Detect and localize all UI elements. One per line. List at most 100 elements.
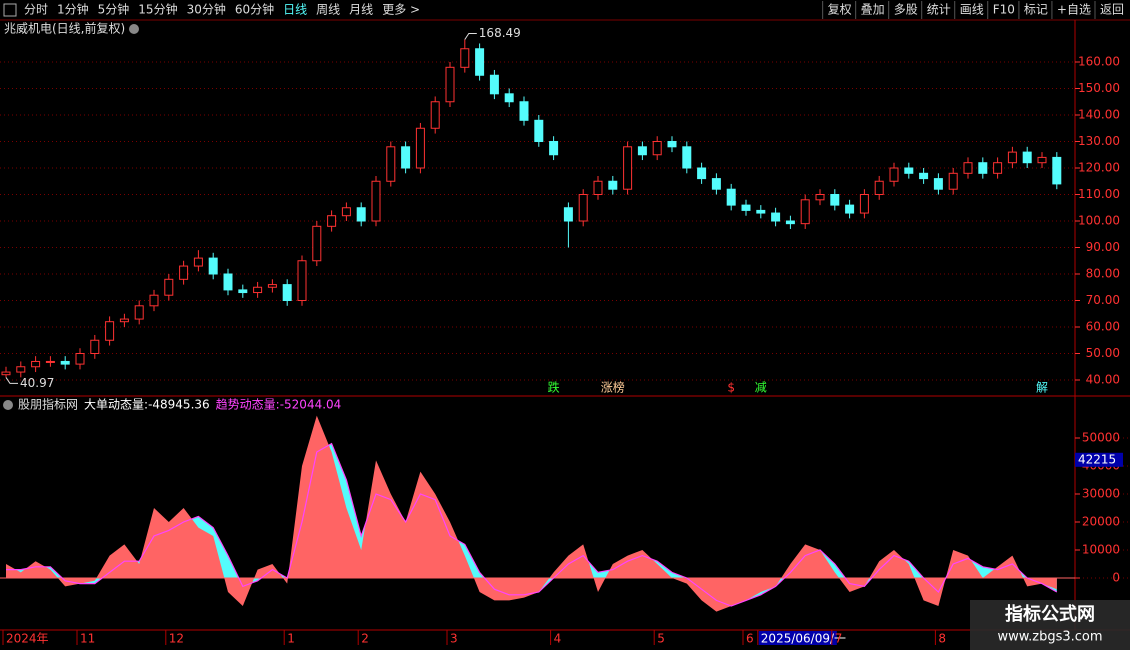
toolbar-button[interactable]: 标记 — [1024, 3, 1048, 17]
period-tab[interactable]: 5分钟 — [98, 2, 130, 17]
toolbar-button[interactable]: 统计 — [927, 3, 951, 17]
x-tick-label: 4 — [554, 632, 562, 646]
toolbar-button[interactable]: F10 — [993, 3, 1015, 17]
candle-body — [31, 360, 41, 368]
annotation-label: 168.49 — [479, 26, 521, 40]
annotation-label: 40.97 — [20, 376, 54, 390]
toolbar-button[interactable]: 叠加 — [861, 3, 885, 17]
x-tick-label: 2 — [361, 632, 369, 646]
y-tick-label: 120.00 — [1078, 161, 1120, 175]
toolbar-button[interactable]: +自选 — [1057, 3, 1091, 17]
candle-body — [253, 286, 263, 294]
period-tab[interactable]: 更多 > — [382, 3, 420, 17]
y-tick-label: 20000 — [1082, 515, 1120, 529]
candle-body — [223, 273, 233, 291]
watermark-title: 指标公式网 — [1005, 603, 1095, 625]
candle-body — [179, 265, 189, 280]
candle-body — [489, 74, 499, 95]
period-tab[interactable]: 60分钟 — [235, 2, 274, 17]
x-tick-label: 8 — [938, 632, 946, 646]
candle-body — [16, 366, 26, 373]
dropdown-icon[interactable] — [129, 24, 139, 34]
candle-body — [164, 278, 174, 296]
candle-body — [119, 318, 129, 323]
chart-title: 兆威机电(日线,前复权) — [4, 21, 125, 36]
period-tab[interactable]: 30分钟 — [187, 2, 226, 17]
y-tick-label: 50.00 — [1086, 346, 1120, 360]
x-tick-label: 11 — [80, 632, 95, 646]
candle-body — [978, 162, 988, 174]
y-tick-label: 70.00 — [1086, 293, 1120, 307]
trend-line — [6, 442, 1058, 607]
legend-label: 大单动态量: — [84, 398, 148, 412]
candle-body — [563, 207, 573, 222]
current-value-box — [1075, 452, 1123, 467]
candle-body — [282, 284, 292, 302]
candle-body — [208, 257, 218, 275]
watermark-box — [970, 600, 1130, 650]
candle-body — [504, 93, 514, 103]
period-tab[interactable]: 周线 — [316, 3, 340, 17]
candle-body — [386, 146, 396, 182]
annotation-leader — [464, 33, 477, 40]
candle-body — [297, 260, 307, 302]
candle-body — [578, 194, 588, 222]
x-tick-label: 6 — [746, 632, 754, 646]
candle-body — [682, 146, 692, 169]
x-tick-label: 3 — [450, 632, 458, 646]
event-label: 解 — [1036, 381, 1048, 395]
x-tick-label: 2024年 — [6, 632, 49, 646]
toolbar-button[interactable]: 返回 — [1100, 3, 1124, 17]
candle-body — [356, 207, 366, 222]
candle-body — [741, 204, 751, 211]
toolbar-button[interactable]: 复权 — [828, 3, 852, 17]
candle-body — [830, 194, 840, 206]
y-tick-label: 60.00 — [1086, 320, 1120, 334]
candle-body — [771, 212, 781, 222]
candle-body — [475, 48, 485, 76]
candle-body — [519, 101, 529, 121]
candle-body — [993, 162, 1003, 174]
toolbar-button[interactable]: 多股 — [894, 3, 918, 17]
event-label: 涨榜 — [601, 380, 625, 395]
candle-body — [105, 321, 115, 341]
candle-body — [711, 178, 721, 190]
toolbar-button[interactable]: 画线 — [960, 3, 984, 17]
y-tick-label: 10000 — [1082, 543, 1120, 557]
legend-label: 趋势动态量: — [216, 398, 280, 412]
y-tick-label: 50000 — [1082, 431, 1120, 445]
candle-body — [1037, 156, 1047, 164]
candle-body — [460, 48, 470, 68]
candle-body — [149, 294, 159, 307]
candle-body — [623, 146, 633, 190]
legend-value: -52044.04 — [280, 398, 342, 412]
candle-body — [534, 119, 544, 143]
x-tick-label: 2025/06/09/一 — [761, 632, 846, 646]
x-tick-label: 5 — [657, 632, 665, 646]
y-tick-label: 40.00 — [1086, 373, 1120, 387]
y-tick-label: 140.00 — [1078, 108, 1120, 122]
period-tab[interactable]: 月线 — [349, 3, 373, 17]
period-tab[interactable]: 分时 — [24, 3, 48, 17]
period-tab[interactable]: 15分钟 — [138, 2, 177, 17]
candle-body — [1052, 156, 1062, 185]
candle-body — [845, 204, 855, 214]
candle-body — [667, 141, 677, 148]
menu-icon[interactable] — [3, 3, 17, 17]
y-tick-label: 150.00 — [1078, 81, 1120, 95]
candle-body — [800, 199, 810, 225]
y-tick-label: 80.00 — [1086, 267, 1120, 281]
dropdown-icon[interactable] — [3, 400, 13, 410]
candle-body — [312, 225, 322, 262]
period-tab[interactable]: 日线 — [283, 3, 307, 17]
y-tick-label: 30000 — [1082, 487, 1120, 501]
legend-value: -48945.36 — [148, 398, 210, 412]
annotation-leader — [5, 377, 18, 384]
candle-body — [1022, 151, 1032, 164]
period-tab[interactable]: 1分钟 — [57, 2, 89, 17]
candle-body — [904, 167, 914, 174]
candle-body — [919, 172, 929, 180]
candle-body — [726, 188, 736, 206]
y-tick-label: 160.00 — [1078, 55, 1120, 69]
candle-body — [90, 339, 100, 355]
